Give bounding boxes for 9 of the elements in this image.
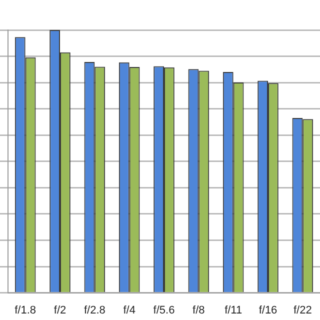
x-tick-label: f/2: [54, 304, 66, 316]
x-tick-label: f/8: [192, 304, 205, 316]
x-tick-label: f/1.8: [14, 304, 36, 316]
x-tick-label: f/5.6: [153, 304, 175, 316]
x-tick-label: f/4: [123, 304, 136, 316]
x-tick-label: f/16: [258, 304, 278, 316]
x-tick-label: f/22: [293, 304, 312, 316]
x-tick-label: f/2.8: [84, 304, 106, 316]
x-tick-label: f/11: [224, 304, 242, 316]
